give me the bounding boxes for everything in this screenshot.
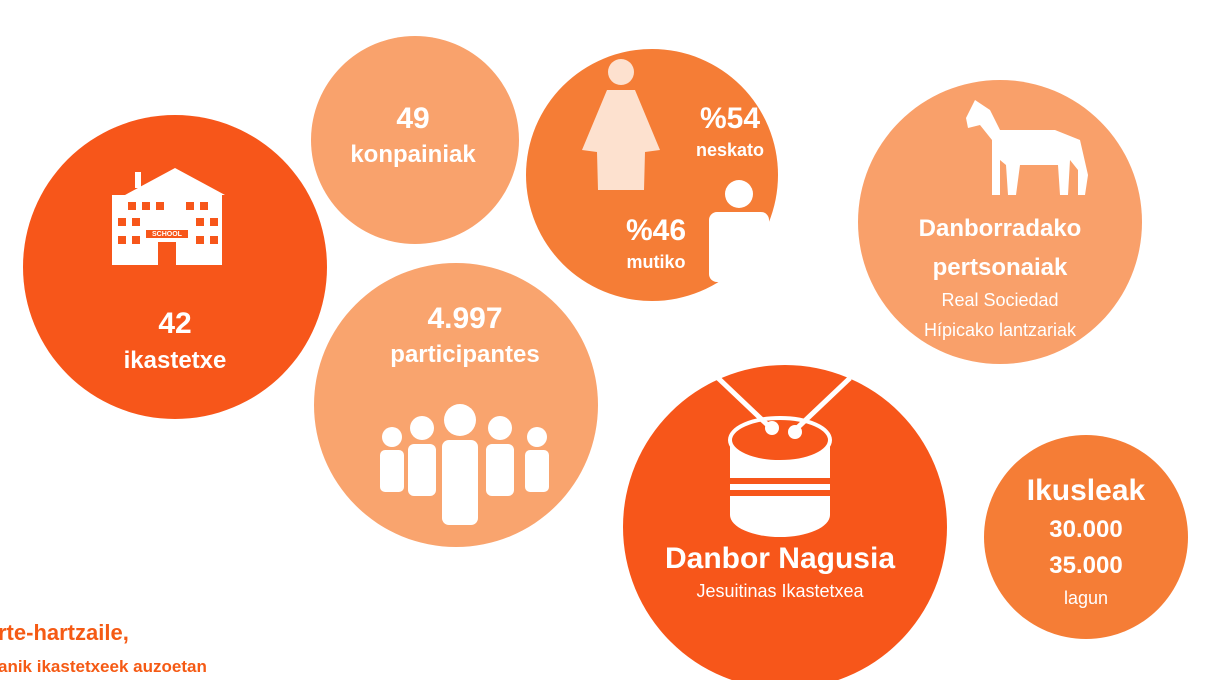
- spectators-value-2: 35.000: [1049, 552, 1122, 579]
- schools-label: ikastetxe: [124, 347, 227, 374]
- girls-label: neskato: [696, 140, 764, 160]
- girls-percent: %54: [700, 102, 760, 135]
- boy-icon: [709, 180, 769, 325]
- drum-icon: [716, 376, 852, 537]
- participants-number: 4.997: [427, 302, 502, 335]
- characters-title-2: pertsonaiak: [933, 254, 1068, 281]
- characters-line-2: Hípicako lantzariak: [924, 320, 1077, 340]
- spectators-title: Ikusleak: [1027, 474, 1146, 507]
- participants-label: participantes: [390, 341, 539, 368]
- schools-bubble: [23, 115, 327, 419]
- side-text-2: anik ikastetxeek auzoetan: [0, 657, 207, 676]
- schools-number: 42: [158, 307, 191, 340]
- characters-title-1: Danborradako: [919, 215, 1082, 242]
- spectators-bubble: [984, 435, 1188, 639]
- companies-bubble: [311, 36, 519, 244]
- characters-line-1: Real Sociedad: [941, 290, 1058, 310]
- horse-icon: [966, 100, 1088, 195]
- drum-title: Danbor Nagusia: [665, 542, 895, 575]
- drum-subtitle: Jesuitinas Ikastetxea: [696, 581, 864, 601]
- spectators-unit: lagun: [1064, 588, 1108, 608]
- spectators-value-1: 30.000: [1049, 516, 1122, 543]
- girl-icon: [582, 59, 660, 190]
- companies-label: konpainiak: [350, 141, 476, 168]
- school-icon: SCHOOL: [112, 168, 225, 265]
- boys-label: mutiko: [626, 252, 685, 272]
- companies-number: 49: [396, 102, 429, 135]
- side-text-1: rte-hartzaile,: [0, 620, 129, 645]
- school-sign: SCHOOL: [152, 231, 183, 238]
- people-icon: [380, 404, 549, 525]
- boys-percent: %46: [626, 214, 686, 247]
